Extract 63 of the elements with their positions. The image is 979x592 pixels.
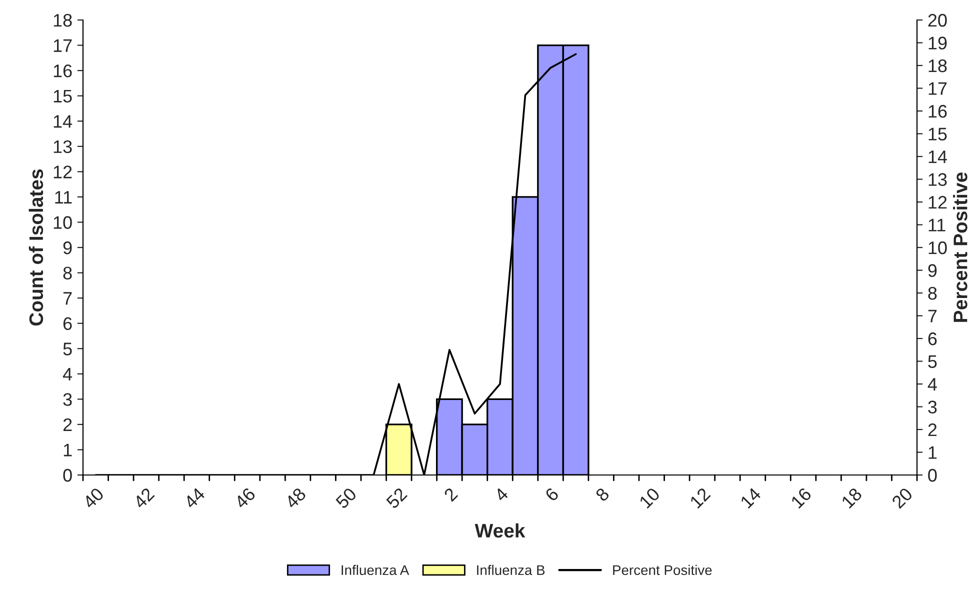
y2-tick-label: 15 [928,128,947,140]
y-tick-label: 14 [54,115,72,128]
y2-tick-label: 8 [928,286,937,300]
y-tick-label: 2 [63,418,72,431]
y-tick-label: 9 [63,241,72,254]
y2-tick-label: 11 [928,218,946,232]
x-tick-label: 42 [132,487,155,510]
x-tick-label: 12 [689,487,711,509]
x-tick-label: 40 [82,486,105,510]
legend-label: Influenza A [342,564,410,576]
y2-tick-label: 13 [928,173,947,186]
y-tick-label: 18 [54,14,72,27]
y2-tick-label: 7 [928,310,937,322]
y-tick-label: 0 [63,468,72,482]
y2-tick-label: 1 [928,446,937,459]
y-tick-label: 11 [55,191,72,204]
y-tick-label: 6 [63,317,72,330]
y2-tick-label: 16 [928,104,947,118]
y-tick-label: 7 [63,292,72,305]
y2-tick-label: 9 [928,264,937,277]
x-tick-label: 48 [284,487,307,510]
y-tick-label: 8 [63,266,72,280]
x-tick-label: 52 [386,487,408,510]
y-tick-label: 3 [63,393,72,406]
y2-tick-label: 12 [928,196,947,209]
legend-label: Percent Positive [613,564,712,576]
legend-label: Influenza B [477,564,545,576]
y-tick-label: 1 [64,444,72,456]
y2-tick-label: 3 [928,400,937,414]
x-tick-label: 44 [183,486,206,510]
y2-tick-label: 10 [928,241,947,254]
x-axis-title: Week [474,523,526,538]
x-tick-label: 50 [335,486,358,510]
y2-tick-label: 20 [928,14,947,27]
y2-tick-label: 19 [928,36,947,50]
y-tick-label: 13 [54,140,72,154]
y2-tick-label: 17 [928,82,947,95]
y-tick-label: 5 [63,342,72,356]
x-tick-label: 10 [638,486,661,509]
y-tick-label: 16 [54,64,72,78]
x-tick-label: 20 [891,486,914,510]
y2-tick-label: 2 [928,423,937,436]
x-tick-label: 16 [790,487,812,509]
x-tick-label: 46 [234,487,256,510]
x-tick-label: 6 [544,487,560,502]
y-tick-label: 17 [54,39,72,52]
y-axis-title: Count of Isolates [28,169,44,326]
y2-axis-title: Percent Positive [953,172,968,322]
y2-tick-label: 0 [928,468,937,482]
x-tick-label: 2 [443,487,458,502]
y2-tick-label: 6 [928,332,937,346]
y-tick-label: 10 [54,216,72,229]
y2-tick-label: 4 [928,378,937,391]
y2-tick-label: 5 [928,355,937,368]
y2-tick-label: 14 [928,150,947,164]
x-tick-label: 4 [494,486,509,502]
y-tick-label: 15 [54,90,72,103]
x-tick-label: 8 [594,487,610,502]
y-tick-label: 12 [54,166,72,178]
y-tick-label: 4 [62,368,72,380]
x-tick-label: 14 [740,486,762,509]
x-tick-label: 18 [840,487,863,509]
y2-tick-label: 18 [928,59,947,72]
